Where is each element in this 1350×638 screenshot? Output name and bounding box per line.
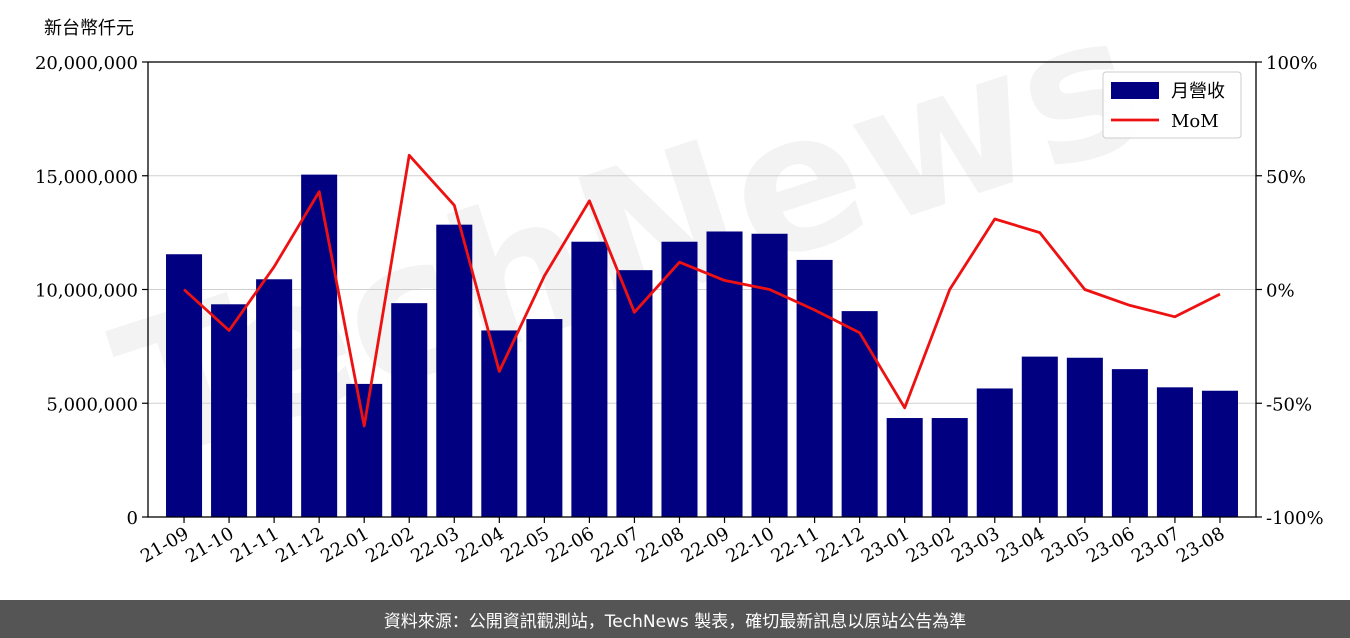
legend-label-mom: MoM xyxy=(1171,111,1219,132)
bar-22-01 xyxy=(346,383,383,517)
x-tick-label-22-12: 22-12 xyxy=(813,523,868,567)
x-tick-label-23-02: 23-02 xyxy=(903,523,958,567)
right-y-axis: -100% -50% 0% 50% 100% xyxy=(1256,53,1324,529)
bar-22-07 xyxy=(616,270,653,517)
right-tick-label-1: -50% xyxy=(1266,394,1312,415)
bar-22-08 xyxy=(661,241,698,517)
left-y-axis: 0 5,000,000 10,000,000 15,000,000 20,000,000 xyxy=(35,53,148,529)
x-tick-label-21-10: 21-10 xyxy=(182,523,237,567)
bar-23-08 xyxy=(1201,390,1238,517)
bar-22-11 xyxy=(796,259,833,517)
bar-23-07 xyxy=(1156,387,1193,517)
x-tick-label-22-07: 22-07 xyxy=(588,523,643,567)
left-tick-label-0: 0 xyxy=(127,508,138,529)
right-tick-label-2: 0% xyxy=(1266,281,1295,302)
x-tick-label-22-10: 22-10 xyxy=(723,523,778,567)
bar-22-04 xyxy=(481,330,518,517)
left-tick-label-1: 5,000,000 xyxy=(46,394,138,415)
bar-23-03 xyxy=(976,388,1013,517)
source-footer: 資料來源：公開資訊觀測站，TechNews 製表，確切最新訊息以原站公告為準 xyxy=(0,600,1350,638)
x-tick-label-21-11: 21-11 xyxy=(227,523,282,567)
x-tick-label-22-01: 22-01 xyxy=(317,523,372,567)
bar-series xyxy=(166,174,1238,518)
mom-line-series xyxy=(183,153,1221,428)
bar-23-01 xyxy=(886,418,923,517)
bar-23-04 xyxy=(1021,356,1058,517)
left-tick-label-2: 10,000,000 xyxy=(35,281,138,302)
x-tick-label-22-04: 22-04 xyxy=(452,523,507,567)
x-tick-label-22-03: 22-03 xyxy=(407,523,462,567)
x-tick-label-23-04: 23-04 xyxy=(993,523,1048,567)
bar-22-02 xyxy=(391,303,428,517)
bar-21-12 xyxy=(301,174,338,518)
x-tick-label-21-12: 21-12 xyxy=(272,523,327,567)
bar-23-02 xyxy=(931,418,968,517)
y-axis-unit-label: 新台幣仟元 xyxy=(44,18,134,39)
x-tick-label-21-09: 21-09 xyxy=(137,523,192,567)
legend-swatch-revenue xyxy=(1111,82,1159,99)
x-tick-label-23-06: 23-06 xyxy=(1083,523,1138,567)
right-tick-label-3: 50% xyxy=(1266,167,1306,188)
x-tick-label-22-11: 22-11 xyxy=(768,523,823,567)
mom-line xyxy=(183,153,1221,428)
x-tick-label-23-05: 23-05 xyxy=(1038,523,1093,567)
bar-21-09 xyxy=(166,254,203,518)
left-tick-label-4: 20,000,000 xyxy=(35,53,138,74)
right-tick-label-4: 100% xyxy=(1266,53,1317,74)
left-tick-label-3: 15,000,000 xyxy=(35,167,138,188)
bar-23-06 xyxy=(1111,369,1148,517)
legend-label-revenue: 月營收 xyxy=(1171,81,1225,102)
bar-22-06 xyxy=(571,241,608,517)
x-tick-label-23-03: 23-03 xyxy=(948,523,1003,567)
x-tick-label-22-05: 22-05 xyxy=(497,523,552,567)
bar-21-11 xyxy=(256,279,293,517)
revenue-chart: TechNews 05,000,00010,000,00015,000,0002… xyxy=(35,0,1324,567)
x-tick-label-22-08: 22-08 xyxy=(633,523,688,567)
bar-21-10 xyxy=(211,304,248,517)
footer-text: 資料來源：公開資訊觀測站，TechNews 製表，確切最新訊息以原站公告為準 xyxy=(383,611,967,632)
x-tick-label-22-02: 22-02 xyxy=(362,523,417,567)
legend: 月營收 MoM xyxy=(1102,71,1242,139)
x-tick-label-22-06: 22-06 xyxy=(542,523,597,567)
x-tick-label-23-08: 23-08 xyxy=(1173,523,1228,567)
bar-22-03 xyxy=(436,224,473,517)
x-axis: 21-0921-1021-1121-1222-0122-0222-0322-04… xyxy=(137,517,1228,567)
x-tick-label-23-01: 23-01 xyxy=(858,523,913,567)
bar-22-10 xyxy=(751,233,788,517)
bar-23-05 xyxy=(1066,357,1103,517)
bar-22-05 xyxy=(526,319,563,517)
right-tick-label-0: -100% xyxy=(1266,508,1324,529)
bar-22-12 xyxy=(841,311,878,517)
x-tick-label-22-09: 22-09 xyxy=(678,523,733,567)
x-tick-label-23-07: 23-07 xyxy=(1128,523,1183,567)
